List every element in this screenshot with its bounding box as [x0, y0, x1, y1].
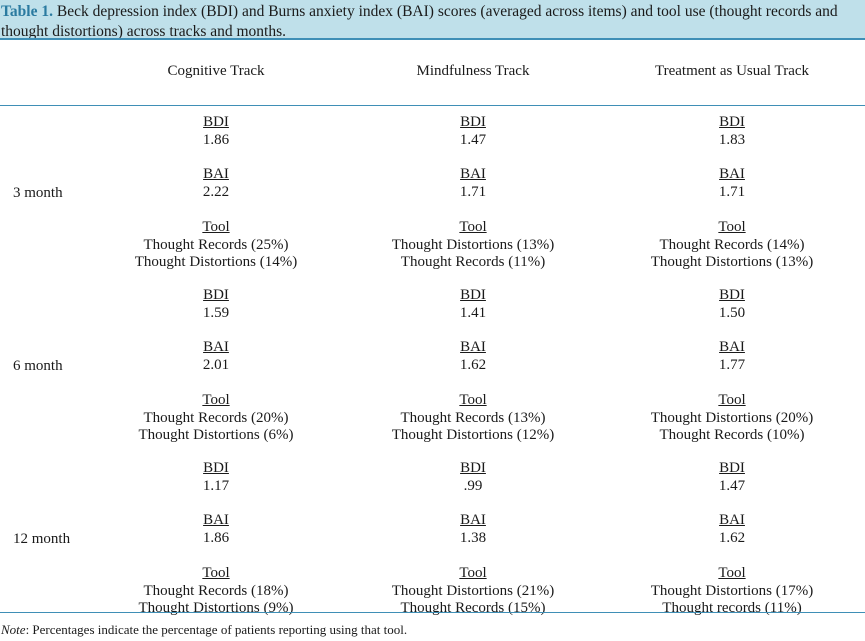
table-caption: Table 1. Beck depression index (BDI) and… [0, 0, 865, 38]
tool-label: Tool [459, 565, 487, 581]
bdi-value: 1.47 [718, 477, 746, 494]
tool-item: Thought Distortions (9%) [138, 600, 294, 616]
bdi-value: 1.50 [718, 304, 746, 321]
tool-item: Thought Distortions (21%) [391, 582, 555, 599]
bdi-value: 1.41 [459, 304, 487, 321]
bdi-value: 1.17 [202, 477, 230, 494]
bai-label: BAI [203, 339, 229, 355]
tool-item: Thought Records (18%) [143, 582, 289, 599]
table-cell-mindfulness: BDI .99 BAI 1.38 Tool Thought Distortions (21… [353, 460, 593, 633]
table-cell-mindfulness: BDI 1.41 BAI 1.62 Tool Thought Records (13%) T… [353, 287, 593, 460]
table-body: 3 month BDI 1.86 BAI 2.22 Tool Thought Records… [0, 114, 865, 633]
tool-label: Tool [459, 392, 487, 408]
bdi-label: BDI [460, 460, 486, 476]
bai-label: BAI [719, 512, 745, 528]
bai-value: 1.62 [718, 529, 746, 546]
bai-value: 1.71 [718, 183, 746, 200]
tool-item: Thought Distortions (20%) [650, 409, 814, 426]
tool-label: Tool [202, 392, 230, 408]
bottom-rule [0, 612, 865, 613]
tool-label: Tool [202, 219, 230, 235]
bdi-value: 1.47 [459, 131, 487, 148]
bdi-label: BDI [203, 114, 229, 130]
tool-item: Thought Distortions (14%) [134, 254, 298, 270]
tool-item: Thought Distortions (13%) [391, 236, 555, 253]
bdi-label: BDI [460, 287, 486, 303]
bai-label: BAI [203, 166, 229, 182]
note-label: Note [1, 622, 26, 637]
tool-item: Thought Distortions (17%) [650, 582, 814, 599]
table-header-row: Cognitive Track Mindfulness Track Treatm… [0, 40, 865, 106]
bdi-label: BDI [203, 460, 229, 476]
bai-label: BAI [460, 166, 486, 182]
tool-item: Thought Records (13%) [400, 409, 546, 426]
table-row: 3 month BDI 1.86 BAI 2.22 Tool Thought Records… [0, 114, 865, 287]
bdi-value: 1.83 [718, 131, 746, 148]
tool-label: Tool [718, 219, 746, 235]
bdi-value: 1.86 [202, 131, 230, 148]
bai-value: 1.71 [459, 183, 487, 200]
column-header-treatment-as-usual: Treatment as Usual Track [654, 63, 810, 79]
tool-label: Tool [718, 565, 746, 581]
row-label: 3 month [13, 185, 63, 201]
tool-label: Tool [202, 565, 230, 581]
row-label: 6 month [13, 358, 63, 374]
column-header-cognitive: Cognitive Track [167, 63, 265, 79]
bai-label: BAI [460, 339, 486, 355]
table-cell-cognitive: BDI 1.59 BAI 2.01 Tool Thought Records (20%) T… [96, 287, 336, 460]
bai-label: BAI [719, 339, 745, 355]
bai-value: 1.38 [459, 529, 487, 546]
tool-item: Thought Records (10%) [659, 427, 805, 443]
table-cell-cognitive: BDI 1.86 BAI 2.22 Tool Thought Records (25%) T… [96, 114, 336, 287]
caption-label: Table 1. [1, 3, 53, 20]
bdi-label: BDI [203, 287, 229, 303]
top-rule [0, 38, 865, 40]
bai-value: 2.01 [202, 356, 230, 373]
note-text: : Percentages indicate the percentage of… [25, 622, 408, 637]
table-cell-mindfulness: BDI 1.47 BAI 1.71 Tool Thought Distortions (1… [353, 114, 593, 287]
table-cell-treatment-as-usual: BDI 1.83 BAI 1.71 Tool Thought Records (14%) T… [612, 114, 852, 287]
bdi-value: .99 [463, 477, 483, 494]
table-row: 6 month BDI 1.59 BAI 2.01 Tool Thought Records… [0, 287, 865, 460]
tool-item: Thought Records (20%) [143, 409, 289, 426]
tool-item: Thought records (11%) [662, 600, 802, 616]
tool-item: Thought Distortions (12%) [391, 427, 555, 443]
tool-item: Thought Distortions (6%) [138, 427, 294, 443]
bdi-label: BDI [719, 287, 745, 303]
bdi-label: BDI [460, 114, 486, 130]
tool-item: Thought Records (11%) [400, 254, 546, 270]
bai-label: BAI [203, 512, 229, 528]
bdi-value: 1.59 [202, 304, 230, 321]
bai-value: 1.62 [459, 356, 487, 373]
tool-item: Thought Distortions (13%) [650, 254, 814, 270]
tool-item: Thought Records (14%) [659, 236, 805, 253]
tool-item: Thought Records (15%) [400, 600, 546, 616]
table-cell-cognitive: BDI 1.17 BAI 1.86 Tool Thought Records (18%) T… [96, 460, 336, 633]
table-cell-treatment-as-usual: BDI 1.50 BAI 1.77 Tool Thought Distortions (2… [612, 287, 852, 460]
tool-item: Thought Records (25%) [143, 236, 289, 253]
bdi-label: BDI [719, 114, 745, 130]
caption-text: Beck depression index (BDI) and Burns an… [1, 3, 838, 38]
bai-label: BAI [719, 166, 745, 182]
bai-label: BAI [460, 512, 486, 528]
bdi-label: BDI [719, 460, 745, 476]
table-row: 12 month BDI 1.17 BAI 1.86 Tool Thought Record… [0, 460, 865, 633]
column-header-mindfulness: Mindfulness Track [416, 63, 530, 79]
row-label: 12 month [13, 531, 71, 547]
table-cell-treatment-as-usual: BDI 1.47 BAI 1.62 Tool Thought Distortions (1… [612, 460, 852, 633]
tool-label: Tool [459, 219, 487, 235]
bai-value: 1.86 [202, 529, 230, 546]
bai-value: 1.77 [718, 356, 746, 373]
tool-label: Tool [718, 392, 746, 408]
table-note: Note: Percentages indicate the percentag… [1, 622, 407, 638]
bai-value: 2.22 [202, 183, 230, 200]
